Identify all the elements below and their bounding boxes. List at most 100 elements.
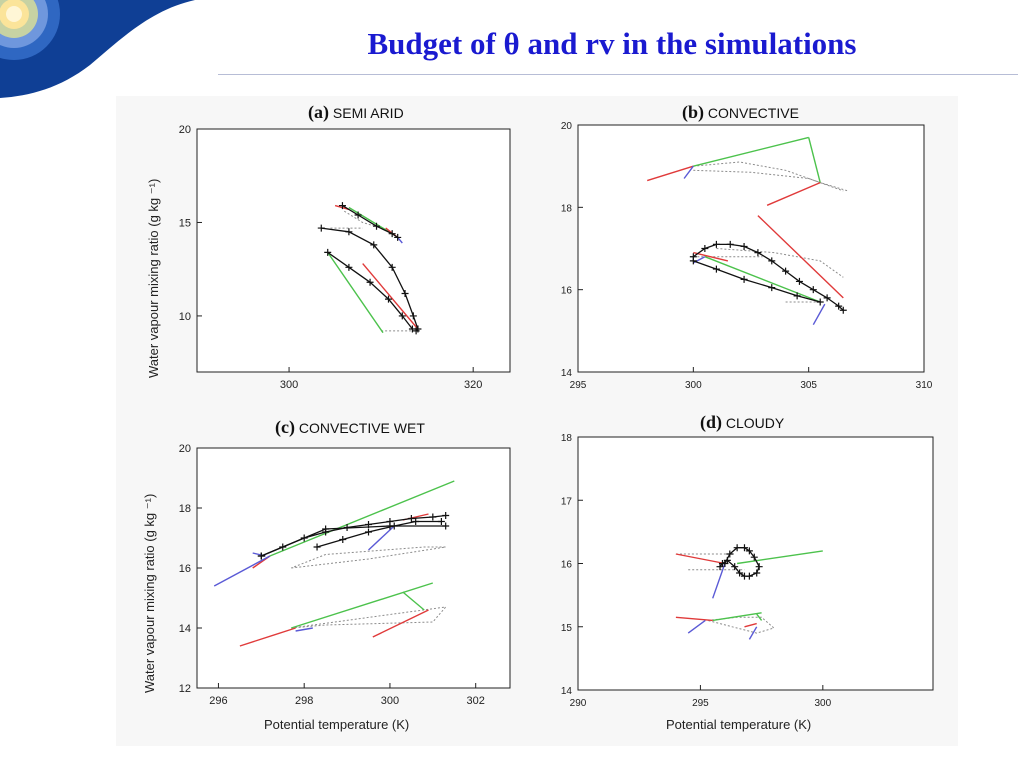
series-blue-line: [295, 627, 313, 632]
data-point-marker: [345, 263, 353, 271]
data-point-marker: [689, 257, 697, 265]
data-point-marker: [754, 249, 762, 257]
series-blue-line: [812, 303, 826, 326]
data-point-marker: [373, 222, 381, 230]
data-point-marker: [740, 242, 748, 250]
data-point-marker: [394, 233, 402, 241]
data-point-marker: [745, 547, 753, 555]
series-grey-line: [693, 161, 849, 192]
plot-frame: [577, 436, 934, 691]
series-green-line: [756, 613, 763, 621]
series-trajectory-line: [693, 260, 821, 303]
data-point-marker: [317, 224, 325, 232]
panel-letter: (b): [682, 102, 704, 122]
data-point-marker: [442, 512, 450, 519]
data-point-marker: [339, 536, 347, 543]
panel-letter: (d): [700, 412, 722, 432]
data-point-marker: [731, 563, 739, 571]
series-trajectory-line: [327, 251, 413, 330]
data-point-marker: [712, 265, 720, 273]
series-green-line: [402, 591, 425, 611]
panel-name: CONVECTIVE WET: [298, 420, 425, 436]
x-tick-label: 320: [464, 379, 482, 391]
data-point-marker: [408, 325, 416, 333]
title-rule: [218, 74, 1018, 75]
data-point-marker: [365, 528, 373, 536]
y-tick-label: 17: [561, 496, 573, 507]
chart-panel-b: (b) CONVECTIVE 295 300 305 310 14 16 18 20: [540, 100, 940, 400]
y-tick-label: 20: [179, 124, 191, 136]
y-tick-label: 15: [179, 217, 191, 229]
panel-name: CLOUDY: [725, 415, 785, 431]
data-point-marker: [313, 543, 321, 551]
data-point-marker: [370, 241, 378, 249]
y-tick-label: 20: [561, 121, 573, 132]
y-tick-label: 18: [561, 203, 573, 214]
y-tick-label: 16: [561, 560, 573, 571]
series-blue-line: [687, 619, 706, 634]
series-green-line: [269, 480, 455, 557]
chart-panel-d: (d) CLOUDY Potential temperature (K) 290…: [540, 410, 940, 740]
data-point-marker: [726, 550, 734, 558]
series-green-line: [291, 582, 434, 629]
data-point-marker: [338, 202, 346, 210]
data-point-marker: [366, 278, 374, 286]
series-green-line: [704, 256, 821, 303]
y-tick-label: 14: [561, 686, 573, 697]
x-axis-label: Potential temperature (K): [264, 717, 410, 732]
chart-panel-c: (c) CONVECTIVE WET Water vapour mixing r…: [140, 415, 530, 740]
x-tick-label: 305: [800, 380, 817, 391]
data-point-marker: [384, 295, 392, 303]
y-tick-label: 15: [561, 623, 573, 634]
data-point-marker: [407, 515, 415, 522]
panel-label: (a) SEMI ARID: [308, 102, 404, 123]
y-tick-label: 16: [561, 286, 573, 297]
y-tick-label: 14: [561, 368, 573, 379]
y-tick-label: 16: [179, 563, 191, 575]
data-point-marker: [768, 284, 776, 292]
data-point-marker: [388, 230, 396, 238]
data-point-marker: [839, 306, 847, 314]
series-grey-line: [291, 606, 447, 629]
plot-frame: [196, 447, 511, 689]
data-point-marker: [257, 552, 265, 560]
series-red-line: [646, 165, 694, 182]
data-point-marker: [388, 263, 396, 271]
x-tick-label: 295: [570, 380, 587, 391]
series-red-line: [766, 181, 821, 206]
x-tick-label: 295: [692, 698, 709, 709]
series-blue-line: [397, 236, 403, 244]
data-point-marker: [835, 302, 843, 310]
data-point-marker: [409, 312, 417, 320]
plot-svg: 295 300 305 310 14 16 18 20: [561, 121, 933, 391]
series-blue-line: [748, 626, 758, 640]
panel-letter: (a): [308, 102, 329, 122]
data-point-marker: [386, 522, 394, 530]
corner-logo: [0, 0, 195, 98]
series-blue-line: [368, 525, 395, 551]
panel-label: (c) CONVECTIVE WET: [275, 417, 425, 438]
x-tick-label: 296: [209, 695, 227, 707]
y-tick-label: 12: [179, 683, 191, 695]
data-point-marker: [768, 257, 776, 265]
series-red-line: [675, 553, 726, 565]
series-red-line: [239, 627, 296, 647]
x-tick-label: 290: [570, 698, 587, 709]
series-green-line: [736, 550, 823, 565]
x-tick-label: 300: [814, 698, 831, 709]
series-red-line: [675, 616, 713, 622]
data-point-marker: [795, 277, 803, 285]
panel-label: (b) CONVECTIVE: [682, 102, 799, 123]
data-point-marker: [723, 556, 731, 564]
x-tick-label: 298: [295, 695, 313, 707]
x-tick-label: 300: [685, 380, 702, 391]
series-blue-line: [683, 165, 694, 179]
data-point-marker: [442, 522, 450, 530]
x-tick-label: 310: [916, 380, 933, 391]
series-red-line: [372, 609, 429, 638]
data-point-marker: [823, 294, 831, 302]
y-tick-label: 10: [179, 311, 191, 323]
plot-svg: 290 295 300 14 15 16 17 18: [561, 433, 934, 709]
plot-frame: [196, 128, 511, 373]
x-tick-label: 300: [280, 379, 298, 391]
